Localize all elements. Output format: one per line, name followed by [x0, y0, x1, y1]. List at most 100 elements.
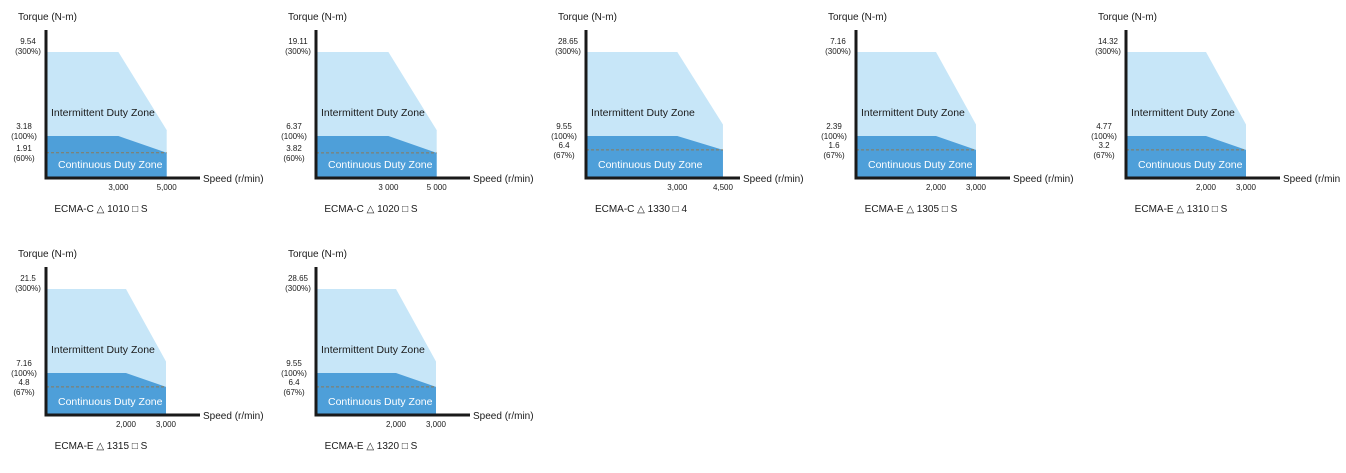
chart-svg: Torque (N-m)Speed (r/min)7.16(300%)2.39(…: [810, 0, 1080, 235]
model-caption: ECMA-C △ 1330 □ 4: [595, 204, 688, 215]
intermittent-zone-label: Intermittent Duty Zone: [51, 344, 155, 356]
continuous-zone-label: Continuous Duty Zone: [58, 396, 163, 408]
y-tick-derate-pct: (67%): [553, 151, 575, 160]
y-tick-peak-pct: (300%): [1095, 47, 1121, 56]
chart-svg: Torque (N-m) Speed (r/min) 28.65(300%) 9.55…: [270, 237, 540, 472]
x-axis-title: Speed (r/min): [743, 174, 804, 185]
continuous-zone-label: Continuous Duty Zone: [868, 159, 973, 171]
chart-svg: Torque (N-m)Speed (r/min)9.54(300%)3.18(…: [0, 0, 270, 235]
x-axis-title: Speed (r/min: [1283, 174, 1340, 185]
y-tick-peak: 19.11: [288, 37, 308, 46]
x-tick-2: 4,500: [713, 183, 734, 192]
x-tick-1: 2,000: [926, 183, 947, 192]
y-tick-derate-pct: (67%): [13, 388, 35, 397]
model-caption: ECMA-E △ 1320 □ S: [325, 441, 418, 452]
continuous-zone-label: Continuous Duty Zone: [328, 396, 433, 408]
y-axis-title: Torque (N-m): [18, 12, 77, 23]
chart-panel-2: Torque (N-m) Speed (r/min) 19.11 (300%) 6.37…: [270, 0, 540, 235]
y-tick-derate: 3.2: [1098, 141, 1110, 150]
y-tick-peak-pct: (300%): [15, 284, 41, 293]
y-tick-rated-pct: (100%): [11, 369, 37, 378]
y-axis-title: Torque (N-m): [288, 249, 347, 260]
chart-svg: Torque (N-m) Speed (r/min) 28.65(300%) 9.55…: [540, 0, 810, 235]
x-axis-title: Speed (r/min): [473, 174, 534, 185]
x-tick-1: 3 000: [378, 183, 399, 192]
x-tick-1: 2,000: [116, 420, 137, 429]
x-axis-title: Speed (r/min): [1013, 174, 1074, 185]
y-tick-derate-pct: (67%): [283, 388, 305, 397]
intermittent-zone-label: Intermittent Duty Zone: [591, 107, 695, 119]
y-tick-derate-pct: (60%): [13, 154, 35, 163]
model-caption: ECMA-E △ 1305 □ S: [865, 204, 958, 215]
y-tick-peak-pct: (300%): [555, 47, 581, 56]
y-tick-derate: 1.6: [828, 141, 840, 150]
model-caption: ECMA-C △ 1020 □ S: [324, 204, 418, 215]
y-tick-rated-pct: (100%): [281, 132, 307, 141]
y-tick-derate-pct: (67%): [823, 151, 845, 160]
continuous-zone-label: Continuous Duty Zone: [598, 159, 703, 171]
chart-svg: Torque (N-m)Speed (r/min)21.5(300%)7.16(…: [0, 237, 270, 472]
x-axis-title: Speed (r/min): [203, 411, 264, 422]
y-tick-peak: 28.65: [558, 37, 579, 46]
y-tick-rated-pct: (100%): [281, 369, 307, 378]
continuous-zone-label: Continuous Duty Zone: [58, 159, 163, 171]
chart-svg: Torque (N-m) Speed (r/min) 19.11(300%) 6.37…: [270, 0, 540, 235]
y-tick-rated-pct: (100%): [1091, 132, 1117, 141]
y-tick-rated-pct: (100%): [11, 132, 37, 141]
x-tick-2: 3,000: [1236, 183, 1257, 192]
y-tick-derate: 6.4: [558, 141, 570, 150]
intermittent-zone-label: Intermittent Duty Zone: [51, 107, 155, 119]
chart-panel-7: Torque (N-m) Speed (r/min) 28.65 (300%) 9.55…: [270, 237, 540, 472]
y-tick-peak: 28.65: [288, 274, 309, 283]
model-caption: ECMA-E △ 1315 □ S: [55, 441, 148, 452]
continuous-zone-label: Continuous Duty Zone: [1138, 159, 1243, 171]
chart-panel-4: Torque (N-m) Speed (r/min) 7.16 (300%) 2.39(…: [810, 0, 1080, 235]
x-tick-2: 3,000: [156, 420, 177, 429]
y-tick-peak-pct: (300%): [285, 47, 311, 56]
intermittent-zone-label: Intermittent Duty Zone: [1131, 107, 1235, 119]
x-tick-2: 5 000: [427, 183, 448, 192]
model-caption: ECMA-E △ 1310 □ S: [1135, 204, 1228, 215]
chart-panel-3: Torque (N-m) Speed (r/min) 28.65 (300%) 9.55…: [540, 0, 810, 235]
y-tick-derate: 6.4: [288, 378, 300, 387]
y-axis-title: Torque (N-m): [288, 12, 347, 23]
y-tick-rated: 3.18: [16, 122, 32, 131]
y-tick-peak-pct: (300%): [285, 284, 311, 293]
x-tick-2: 3,000: [966, 183, 987, 192]
x-tick-1: 3,000: [108, 183, 129, 192]
x-tick-1: 2,000: [386, 420, 407, 429]
x-tick-2: 5,000: [157, 183, 178, 192]
y-tick-rated: 2.39: [826, 122, 842, 131]
intermittent-zone-label: Intermittent Duty Zone: [321, 107, 425, 119]
y-tick-derate-pct: (67%): [1093, 151, 1115, 160]
y-tick-rated: 6.37: [286, 122, 302, 131]
intermittent-zone-label: Intermittent Duty Zone: [861, 107, 965, 119]
y-axis-title: Torque (N-m): [558, 12, 617, 23]
y-tick-derate: 1.91: [16, 144, 32, 153]
model-caption: ECMA-C △ 1010 □ S: [54, 204, 148, 215]
y-tick-derate: 4.8: [18, 378, 30, 387]
y-tick-peak: 21.5: [20, 274, 36, 283]
x-tick-2: 3,000: [426, 420, 447, 429]
continuous-zone-label: Continuous Duty Zone: [328, 159, 433, 171]
y-tick-rated-pct: (100%): [821, 132, 847, 141]
chart-panel-5: Torque (N-m) Speed (r/min 14.32 (300%) 4.77(…: [1080, 0, 1346, 235]
y-tick-rated-pct: (100%): [551, 132, 577, 141]
chart-svg: Torque (N-m)Speed (r/min14.32(300%)4.77(…: [1080, 0, 1346, 235]
chart-panel-6: Torque (N-m) Speed (r/min) 21.5 (300%) 7.16(…: [0, 237, 270, 472]
x-tick-1: 2,000: [1196, 183, 1217, 192]
y-tick-rated: 9.55: [286, 359, 302, 368]
y-axis-title: Torque (N-m): [18, 249, 77, 260]
x-axis-title: Speed (r/min): [473, 411, 534, 422]
y-tick-peak-pct: (300%): [15, 47, 41, 56]
y-axis-title: Torque (N-m): [828, 12, 887, 23]
y-tick-peak: 9.54: [20, 37, 36, 46]
y-tick-derate-pct: (60%): [283, 154, 305, 163]
y-axis-title: Torque (N-m): [1098, 12, 1157, 23]
y-tick-peak-pct: (300%): [825, 47, 851, 56]
y-tick-peak: 7.16: [830, 37, 846, 46]
y-tick-rated: 9.55: [556, 122, 572, 131]
x-axis-title: Speed (r/min): [203, 174, 264, 185]
y-tick-rated: 7.16: [16, 359, 32, 368]
y-tick-derate: 3.82: [286, 144, 302, 153]
